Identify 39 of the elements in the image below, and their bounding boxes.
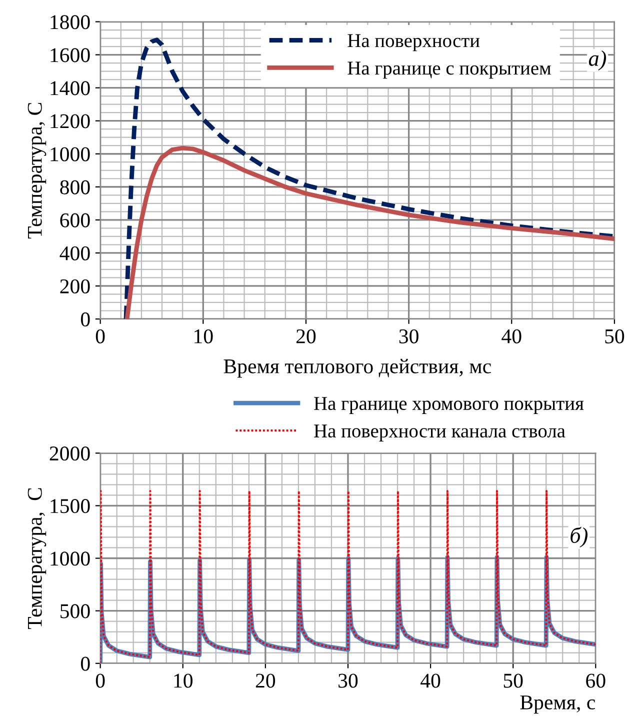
x-tick-label: 0 (96, 674, 105, 688)
y-tick-label: 1800 (50, 15, 90, 30)
y-tick-label: 200 (60, 279, 90, 294)
x-tick-label: 10 (174, 674, 192, 688)
x-tick-label: 50 (605, 329, 624, 344)
x-tick-label: 40 (502, 329, 522, 344)
annotation: б) (570, 526, 588, 548)
x-axis-title: Время, с (520, 696, 596, 714)
y-axis-title: Температура, С (28, 102, 46, 239)
y-tick-label: 1500 (50, 499, 90, 514)
y-tick-label: 0 (80, 656, 90, 671)
y-tick-label: 500 (60, 604, 90, 618)
x-tick-label: 50 (504, 674, 523, 688)
y-tick-label: 1200 (50, 114, 90, 128)
y-tick-label: 1600 (50, 48, 90, 62)
legend-label: На границе с покрытием (348, 62, 551, 79)
x-tick-label: 20 (256, 674, 276, 688)
y-axis-title: Температура, С (28, 488, 46, 630)
legend-label: На поверхности канала ствола (314, 424, 566, 442)
x-tick-label: 10 (194, 329, 213, 344)
x-tick-label: 60 (586, 674, 606, 688)
y-tick-label: 1400 (50, 81, 90, 96)
y-tick-label: 1000 (50, 552, 90, 566)
y-tick-label: 400 (60, 246, 90, 260)
line-series (124, 146, 614, 319)
x-tick-label: 30 (338, 674, 358, 688)
y-tick-label: 0 (80, 312, 90, 326)
annotation: а) (588, 50, 606, 70)
x-tick-label: 40 (420, 674, 440, 688)
x-tick-label: 30 (399, 329, 418, 344)
y-tick-label: 2000 (50, 446, 90, 461)
x-axis-title: Время теплового действия, мс (224, 358, 491, 378)
legend-label: На поверхности (348, 34, 480, 52)
y-tick-label: 1000 (50, 147, 90, 162)
y-tick-label: 600 (60, 213, 90, 228)
y-tick-label: 800 (60, 180, 90, 194)
legend-label: На границе хромового покрытия (314, 397, 584, 414)
x-tick-label: 20 (296, 329, 316, 344)
x-tick-label: 0 (96, 329, 105, 344)
